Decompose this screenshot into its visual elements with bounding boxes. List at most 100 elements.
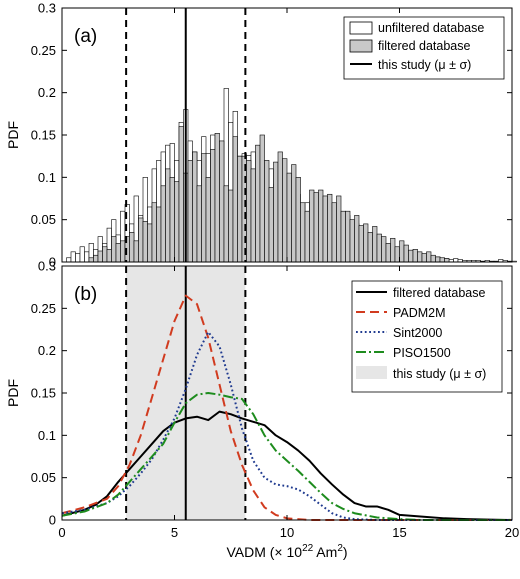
filtered-bar-57 <box>345 210 351 263</box>
panel-b: 0 0.05 0.1 0.15 0.2 0.25 0.3 0 5 10 15 20 (b) PDF f… <box>5 259 519 541</box>
filtered-bar-1 <box>93 254 99 263</box>
filtered-bar-25 <box>201 153 207 263</box>
panel-b-ylabel: PDF <box>5 379 21 407</box>
x-tick-label-b-4: 20 <box>505 525 519 540</box>
filtered-bar-0 <box>88 257 94 263</box>
filtered-bar-62 <box>367 232 373 263</box>
panel-a-frame <box>61 7 513 263</box>
unfiltered-bar-4 <box>84 251 90 263</box>
legend-label-filtered-curve: filtered database <box>393 286 485 300</box>
filtered-bar-47 <box>300 202 306 263</box>
filtered-bar-7 <box>120 240 126 263</box>
filtered-bar-5 <box>111 236 117 263</box>
filtered-bar-75 <box>426 251 432 263</box>
filtered-bar-73 <box>417 251 423 263</box>
panel-b-legend: filtered database PADM2M Sint2000 PISO15… <box>351 280 503 393</box>
filtered-bar-16 <box>160 185 166 263</box>
x-tick-label-b-2: 10 <box>280 525 294 540</box>
legend-label-padm2m: PADM2M <box>393 306 446 320</box>
unfiltered-bar-0 <box>66 257 72 263</box>
filtered-bar-68 <box>394 246 400 263</box>
filtered-bar-22 <box>187 160 193 263</box>
y-tick-label-b-3: 0.15 <box>31 386 56 401</box>
unfiltered-bar-86 <box>453 258 459 263</box>
curve-filtered-database <box>61 410 513 521</box>
unfiltered-bar-3 <box>79 246 85 263</box>
filtered-bar-13 <box>147 223 153 263</box>
filtered-bar-72 <box>412 249 418 263</box>
legend-label-this-study-b: this study (μ ± σ) <box>393 367 486 381</box>
filtered-bar-48 <box>304 210 310 263</box>
filtered-bar-79 <box>444 258 450 263</box>
filtered-bar-52 <box>322 195 328 263</box>
filtered-bar-39 <box>264 160 270 263</box>
filtered-bar-71 <box>408 249 414 263</box>
panel-b-ticks: 0 0.05 0.1 0.15 0.2 0.25 0.3 0 5 10 15 20 <box>31 259 520 541</box>
filtered-bar-30 <box>223 185 229 263</box>
filtered-bar-28 <box>214 133 220 263</box>
y-tick-label-b-2: 0.1 <box>38 428 56 443</box>
y-tick-label-a-5: 0.25 <box>31 43 56 58</box>
y-tick-label-b-5: 0.25 <box>31 301 56 316</box>
filtered-bar-44 <box>286 172 292 263</box>
filtered-bar-45 <box>291 164 297 263</box>
filtered-bar-49 <box>309 189 315 263</box>
filtered-bar-26 <box>205 177 211 263</box>
x-tick-label-b-0: 0 <box>58 525 65 540</box>
filtered-bar-56 <box>340 210 346 263</box>
filtered-bar-32 <box>232 136 238 263</box>
legend-label-this-study-a: this study (μ ± σ) <box>378 58 471 72</box>
unfiltered-bar-2 <box>75 253 81 263</box>
filtered-bar-14 <box>151 202 157 263</box>
y-tick-label-b-4: 0.2 <box>38 343 56 358</box>
y-tick-label-a-1: 0.05 <box>31 212 56 227</box>
filtered-bar-34 <box>241 155 247 263</box>
legend-label-unfiltered: unfiltered database <box>378 21 484 35</box>
y-tick-label-b-6: 0.3 <box>38 259 56 274</box>
panel-a-legend: unfiltered database filtered database th… <box>343 16 505 80</box>
filtered-bar-23 <box>192 151 198 263</box>
filtered-bar-33 <box>237 155 243 263</box>
filtered-bar-64 <box>376 233 382 263</box>
panel-a-study-lines <box>125 8 247 262</box>
y-tick-label-b-0: 0 <box>49 513 56 528</box>
curve-piso1500 <box>61 392 512 521</box>
panel-b-frame <box>61 265 513 521</box>
filtered-bar-53 <box>327 193 333 263</box>
filtered-bar-70 <box>403 244 409 263</box>
filtered-bar-40 <box>268 187 274 263</box>
y-tick-label-a-6: 0.3 <box>38 1 56 16</box>
filtered-bar-74 <box>421 253 427 263</box>
filtered-bar-15 <box>156 206 162 263</box>
filtered-bar-10 <box>133 240 139 263</box>
filtered-bar-41 <box>273 161 279 263</box>
filtered-bar-58 <box>349 219 355 263</box>
filtered-bar-17 <box>165 168 171 263</box>
filtered-bar-76 <box>430 254 436 263</box>
unfiltered-bar-1 <box>70 251 76 263</box>
y-tick-label-b-1: 0.05 <box>31 470 56 485</box>
filtered-bar-61 <box>363 223 369 263</box>
filtered-bar-63 <box>372 226 378 263</box>
filtered-bar-35 <box>246 160 252 263</box>
filtered-bar-11 <box>138 217 144 263</box>
x-axis-label: VADM (× 1022 Am2) <box>226 543 347 560</box>
filtered-bar-2 <box>97 250 103 263</box>
panel-b-label: (b) <box>74 284 97 305</box>
filtered-bar-27 <box>210 149 216 263</box>
filtered-bar-69 <box>399 240 405 263</box>
legend-swatch-unfiltered <box>349 21 373 35</box>
legend-label-filtered: filtered database <box>378 39 470 53</box>
filtered-bar-78 <box>439 257 445 263</box>
panel-a-ticks: 0 0.05 0.1 0.15 0.2 0.25 0.3 <box>31 1 513 270</box>
filtered-bar-36 <box>250 168 256 263</box>
filtered-bar-9 <box>129 232 135 263</box>
legend-swatch-filtered <box>349 39 373 53</box>
y-tick-label-a-3: 0.15 <box>31 128 56 143</box>
filtered-bar-38 <box>259 134 265 263</box>
filtered-bar-42 <box>277 151 283 263</box>
filtered-bar-29 <box>219 140 225 263</box>
legend-swatch-this-study-b <box>356 366 387 379</box>
panel-b-study-lines <box>125 266 247 520</box>
filtered-bar-20 <box>178 126 184 263</box>
